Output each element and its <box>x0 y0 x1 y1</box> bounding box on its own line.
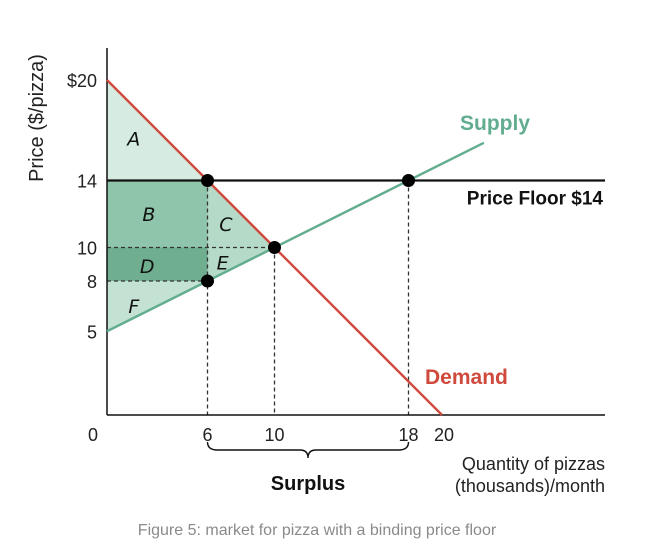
region-label-f: F <box>128 296 140 318</box>
supply-label: Supply <box>460 112 530 135</box>
region-d <box>107 247 208 281</box>
supply-line <box>106 141 485 333</box>
region-label-e: E <box>217 253 229 275</box>
points-layer <box>201 174 415 288</box>
x-tick-label-20: 20 <box>434 425 454 445</box>
point-3 <box>268 241 281 254</box>
demand-label: Demand <box>425 366 508 389</box>
point-2 <box>402 174 415 187</box>
region-label-a: A <box>125 129 140 151</box>
region-b <box>107 180 208 248</box>
region-label-d: D <box>140 256 155 278</box>
x-axis-label-line-1: Quantity of pizzas <box>462 454 605 474</box>
x-tick-label-18: 18 <box>398 425 418 445</box>
y-tick-label-20: $20 <box>67 71 97 91</box>
origin-label: 0 <box>88 425 98 445</box>
surplus-brace <box>206 441 410 459</box>
regions-layer <box>107 80 275 332</box>
region-label-b: B <box>142 204 155 226</box>
labels-layer: A B C D E F Price Floor $14 Supply Demand Surplus… <box>125 112 603 539</box>
point-1 <box>201 174 214 187</box>
price-floor-label: Price Floor $14 <box>467 189 604 210</box>
guides-layer <box>107 180 410 415</box>
region-label-c: C <box>219 214 233 236</box>
x-tick-label-6: 6 <box>202 425 212 445</box>
figure-caption: Figure 5: market for pizza with a bindin… <box>138 522 497 539</box>
y-tick-label-10: 10 <box>77 239 97 259</box>
point-4 <box>201 274 214 288</box>
axes-layer: $20 14 10 8 5 0 6 10 18 20 Price ($/pizza) Quantity… <box>26 48 605 496</box>
x-tick-label-10: 10 <box>264 425 284 445</box>
y-axis-label: Price ($/pizza) <box>26 54 48 182</box>
x-axis-label-line-2: (thousands)/month <box>455 476 605 496</box>
surplus-label: Surplus <box>271 473 345 495</box>
y-tick-label-5: 5 <box>87 322 97 342</box>
y-tick-label-8: 8 <box>87 272 97 292</box>
y-tick-label-14: 14 <box>77 172 97 192</box>
